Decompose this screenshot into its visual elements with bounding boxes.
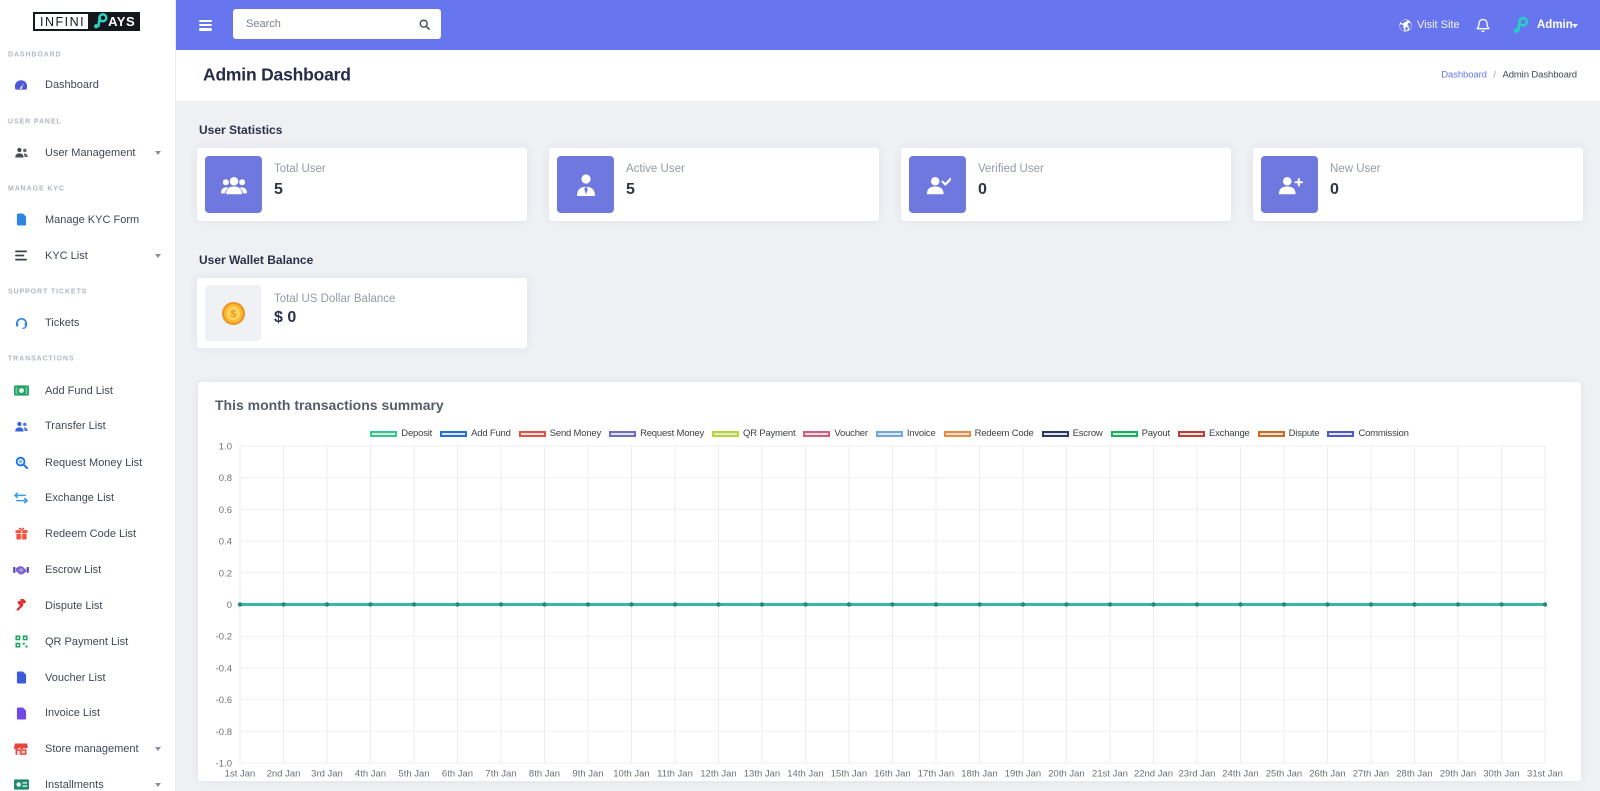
svg-text:0.2: 0.2 (219, 568, 232, 579)
svg-text:$: $ (230, 309, 236, 320)
svg-text:-0.4: -0.4 (216, 663, 232, 674)
svg-text:22nd Jan: 22nd Jan (1134, 769, 1173, 780)
svg-text:1.0: 1.0 (219, 442, 232, 453)
svg-text:15th Jan: 15th Jan (831, 769, 867, 780)
svg-text:2nd Jan: 2nd Jan (267, 769, 301, 780)
svg-text:3rd Jan: 3rd Jan (311, 769, 343, 780)
svg-text:-0.6: -0.6 (216, 695, 232, 706)
svg-text:-0.2: -0.2 (216, 632, 232, 643)
svg-text:0.4: 0.4 (219, 537, 232, 548)
svg-text:16th Jan: 16th Jan (874, 769, 910, 780)
svg-text:18th Jan: 18th Jan (961, 769, 997, 780)
svg-text:0.6: 0.6 (219, 505, 232, 516)
svg-text:24th Jan: 24th Jan (1222, 769, 1258, 780)
svg-text:9th Jan: 9th Jan (572, 769, 603, 780)
svg-text:0.8: 0.8 (219, 473, 232, 484)
svg-text:10th Jan: 10th Jan (613, 769, 649, 780)
svg-text:17th Jan: 17th Jan (918, 769, 954, 780)
svg-text:5th Jan: 5th Jan (398, 769, 429, 780)
svg-text:27th Jan: 27th Jan (1353, 769, 1389, 780)
svg-text:7th Jan: 7th Jan (485, 769, 516, 780)
svg-text:8th Jan: 8th Jan (529, 769, 560, 780)
svg-text:-1.0: -1.0 (216, 759, 232, 770)
svg-text:20th Jan: 20th Jan (1048, 769, 1084, 780)
svg-text:1st Jan: 1st Jan (225, 769, 256, 780)
svg-text:29th Jan: 29th Jan (1440, 769, 1476, 780)
svg-text:13th Jan: 13th Jan (744, 769, 780, 780)
svg-text:4th Jan: 4th Jan (355, 769, 386, 780)
svg-text:28th Jan: 28th Jan (1396, 769, 1432, 780)
svg-text:31st Jan: 31st Jan (1527, 769, 1563, 780)
svg-text:6th Jan: 6th Jan (442, 769, 473, 780)
svg-text:26th Jan: 26th Jan (1309, 769, 1345, 780)
svg-text:25th Jan: 25th Jan (1266, 769, 1302, 780)
svg-text:11th Jan: 11th Jan (657, 769, 693, 780)
svg-text:21st Jan: 21st Jan (1092, 769, 1128, 780)
svg-text:14th Jan: 14th Jan (787, 769, 823, 780)
svg-text:19th Jan: 19th Jan (1005, 769, 1041, 780)
svg-text:0: 0 (227, 600, 232, 611)
svg-text:30th Jan: 30th Jan (1483, 769, 1519, 780)
svg-text:-0.8: -0.8 (216, 727, 232, 738)
svg-text:23rd Jan: 23rd Jan (1179, 769, 1216, 780)
svg-text:12th Jan: 12th Jan (700, 769, 736, 780)
